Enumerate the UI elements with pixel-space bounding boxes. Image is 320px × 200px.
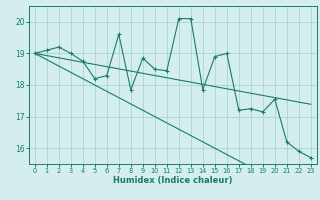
X-axis label: Humidex (Indice chaleur): Humidex (Indice chaleur): [113, 176, 233, 185]
